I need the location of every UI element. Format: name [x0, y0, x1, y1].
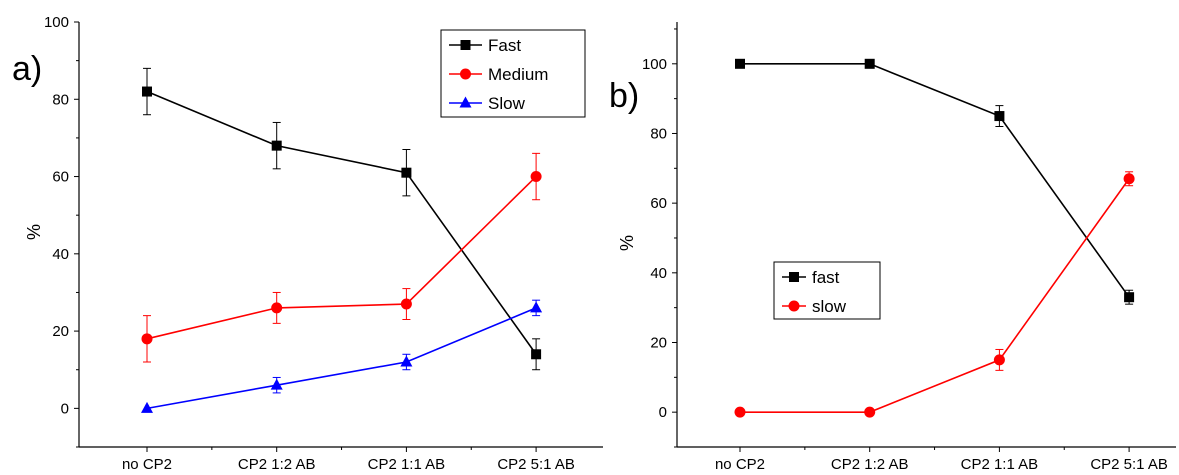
y-tick-label: 60	[650, 195, 667, 212]
series-medium-line	[146, 175, 537, 340]
y-tick-label: 40	[650, 265, 667, 282]
series-slow-point	[141, 401, 153, 413]
legend-marker	[788, 300, 800, 312]
series-fast-point	[735, 58, 745, 69]
series-slow-point	[993, 354, 1005, 366]
x-tick-label: CP2 5:1 AB	[497, 456, 575, 473]
y-tick-label: 0	[61, 400, 69, 417]
x-tick-label: CP2 1:1 AB	[368, 456, 446, 473]
y-tick-label: 20	[650, 334, 667, 351]
series-slow-point	[530, 301, 543, 313]
panel-a-chart: 0 20 40 60 80 100 no CP2 CP2 1:2 AB CP2 1:1 AB CP…	[12, 14, 603, 473]
series-fast-point	[1124, 292, 1135, 303]
y-axis-title: %	[617, 235, 637, 251]
x-tick-label: CP2 1:2 AB	[831, 456, 909, 473]
series-medium-point	[530, 171, 542, 183]
x-tick-label: CP2 1:1 AB	[961, 456, 1039, 473]
panel-label: a)	[12, 50, 42, 88]
panel-b-chart: 0 20 40 60 80 100 no CP2 CP2 1:2 AB CP2 1:1 AB CP…	[609, 22, 1176, 473]
series-slow-line	[146, 307, 537, 410]
legend-label: Slow	[488, 94, 526, 113]
y-tick-label: 20	[52, 323, 69, 340]
y-tick-label: 60	[52, 169, 69, 186]
y-tick-label: 100	[44, 14, 69, 31]
series-fast-point	[994, 111, 1005, 122]
y-axis-title: %	[24, 224, 44, 240]
series-fast-point	[271, 140, 282, 151]
legend-label: slow	[812, 297, 847, 316]
x-tick-label: no CP2	[122, 456, 172, 473]
series-fast-point	[142, 86, 152, 97]
y-tick-label: 0	[659, 404, 667, 421]
series-slow-point	[864, 406, 876, 418]
x-tick-label: CP2 1:2 AB	[238, 456, 316, 473]
series-slow-line	[740, 178, 1130, 413]
y-tick-label: 40	[52, 246, 69, 263]
series-slow-point	[270, 378, 283, 390]
x-tick-label: no CP2	[715, 456, 765, 473]
y-tick-label: 80	[650, 125, 667, 142]
x-tick-label: CP2 5:1 AB	[1090, 456, 1168, 473]
legend-label: Medium	[488, 65, 548, 84]
series-medium-point	[400, 298, 412, 310]
y-tick-label: 100	[642, 56, 667, 73]
series-slow-point	[400, 355, 413, 367]
series-slow	[141, 299, 543, 413]
series-fast-line	[146, 90, 537, 355]
panel-label: b)	[609, 77, 639, 115]
series-slow-point	[734, 406, 746, 418]
legend-marker	[460, 68, 471, 80]
legend: Fast Medium Slow	[440, 29, 586, 118]
series-fast-line	[740, 63, 1130, 298]
series-fast	[142, 67, 542, 371]
series-medium	[141, 152, 542, 363]
legend-marker	[459, 96, 472, 108]
legend-marker	[789, 272, 799, 282]
series-fast-point	[864, 58, 875, 69]
legend-label: fast	[812, 268, 840, 287]
series-medium-point	[141, 333, 153, 345]
series-slow	[734, 171, 1135, 418]
legend: fast slow	[773, 261, 881, 320]
y-tick-label: 80	[52, 91, 69, 108]
series-fast-point	[531, 349, 542, 360]
legend-marker	[460, 40, 471, 50]
series-medium-point	[271, 302, 283, 314]
series-slow-point	[1123, 173, 1135, 185]
legend-label: Fast	[488, 36, 521, 55]
series-fast	[735, 58, 1135, 305]
series-fast-point	[401, 167, 412, 178]
